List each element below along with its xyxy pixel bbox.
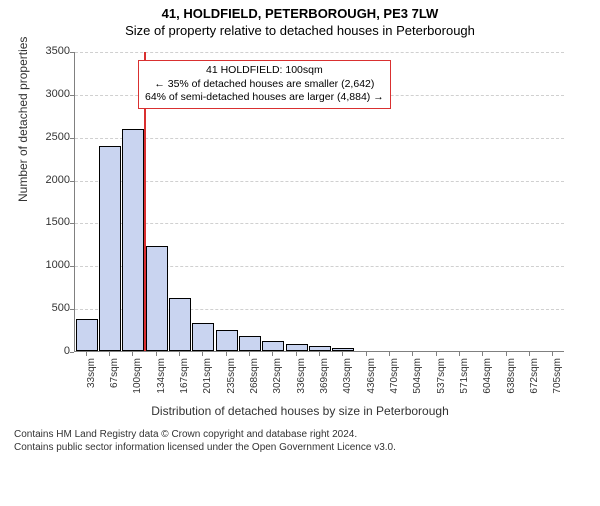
ytick-label: 0 — [30, 345, 70, 357]
xtick-mark — [506, 352, 507, 356]
histogram-bar — [262, 341, 284, 351]
xtick-mark — [202, 352, 203, 356]
xtick-mark — [226, 352, 227, 356]
ytick-mark — [70, 223, 74, 224]
histogram-bar — [332, 348, 354, 351]
annotation-line: 64% of semi-detached houses are larger (… — [145, 91, 384, 105]
xtick-label: 167sqm — [179, 358, 190, 408]
xtick-mark — [436, 352, 437, 356]
xtick-label: 100sqm — [132, 358, 143, 408]
xtick-label: 235sqm — [226, 358, 237, 408]
xtick-label: 201sqm — [202, 358, 213, 408]
gridline-h — [75, 52, 564, 53]
xtick-mark — [272, 352, 273, 356]
ytick-mark — [70, 138, 74, 139]
xtick-mark — [319, 352, 320, 356]
annotation-line: 41 HOLDFIELD: 100sqm — [145, 64, 384, 78]
xtick-mark — [552, 352, 553, 356]
xtick-label: 672sqm — [529, 358, 540, 408]
xtick-mark — [389, 352, 390, 356]
xtick-label: 604sqm — [482, 358, 493, 408]
ytick-mark — [70, 95, 74, 96]
histogram-bar — [99, 146, 121, 351]
xtick-label: 504sqm — [412, 358, 423, 408]
histogram-bar — [309, 346, 331, 351]
histogram-bar — [76, 319, 98, 351]
ytick-label: 500 — [30, 302, 70, 314]
ytick-label: 1000 — [30, 259, 70, 271]
ytick-mark — [70, 266, 74, 267]
footer-attribution: Contains HM Land Registry data © Crown c… — [14, 428, 586, 454]
xtick-mark — [366, 352, 367, 356]
histogram-bar — [146, 246, 168, 351]
histogram-bar — [239, 336, 261, 351]
ytick-mark — [70, 352, 74, 353]
xtick-label: 67sqm — [109, 358, 120, 408]
xtick-label: 403sqm — [342, 358, 353, 408]
xtick-mark — [459, 352, 460, 356]
histogram-bar — [216, 330, 238, 351]
gridline-h — [75, 223, 564, 224]
xtick-mark — [156, 352, 157, 356]
xtick-mark — [132, 352, 133, 356]
xtick-label: 571sqm — [459, 358, 470, 408]
ytick-label: 1500 — [30, 216, 70, 228]
y-axis-label: Number of detached properties — [16, 37, 30, 202]
ytick-mark — [70, 181, 74, 182]
gridline-h — [75, 181, 564, 182]
page-subtitle: Size of property relative to detached ho… — [0, 23, 600, 38]
xtick-mark — [109, 352, 110, 356]
histogram-bar — [169, 298, 191, 351]
xtick-label: 268sqm — [249, 358, 260, 408]
xtick-label: 638sqm — [506, 358, 517, 408]
footer-line-2: Contains public sector information licen… — [14, 441, 586, 454]
annotation-line: ← 35% of detached houses are smaller (2,… — [145, 78, 384, 92]
histogram-chart: Number of detached properties Distributi… — [20, 42, 580, 422]
xtick-mark — [529, 352, 530, 356]
xtick-label: 134sqm — [156, 358, 167, 408]
xtick-mark — [296, 352, 297, 356]
histogram-bar — [286, 344, 308, 351]
ytick-mark — [70, 52, 74, 53]
xtick-mark — [482, 352, 483, 356]
histogram-bar — [122, 129, 144, 351]
xtick-label: 470sqm — [389, 358, 400, 408]
page-title-address: 41, HOLDFIELD, PETERBOROUGH, PE3 7LW — [0, 6, 600, 21]
xtick-mark — [412, 352, 413, 356]
ytick-mark — [70, 309, 74, 310]
xtick-mark — [249, 352, 250, 356]
ytick-label: 2500 — [30, 131, 70, 143]
footer-line-1: Contains HM Land Registry data © Crown c… — [14, 428, 586, 441]
xtick-label: 436sqm — [366, 358, 377, 408]
xtick-mark — [179, 352, 180, 356]
xtick-label: 537sqm — [436, 358, 447, 408]
xtick-label: 369sqm — [319, 358, 330, 408]
ytick-label: 3500 — [30, 45, 70, 57]
ytick-label: 2000 — [30, 174, 70, 186]
xtick-mark — [342, 352, 343, 356]
gridline-h — [75, 138, 564, 139]
annotation-box: 41 HOLDFIELD: 100sqm← 35% of detached ho… — [138, 60, 391, 109]
xtick-mark — [86, 352, 87, 356]
xtick-label: 705sqm — [552, 358, 563, 408]
xtick-label: 336sqm — [296, 358, 307, 408]
histogram-bar — [192, 323, 214, 351]
xtick-label: 302sqm — [272, 358, 283, 408]
xtick-label: 33sqm — [86, 358, 97, 408]
ytick-label: 3000 — [30, 88, 70, 100]
